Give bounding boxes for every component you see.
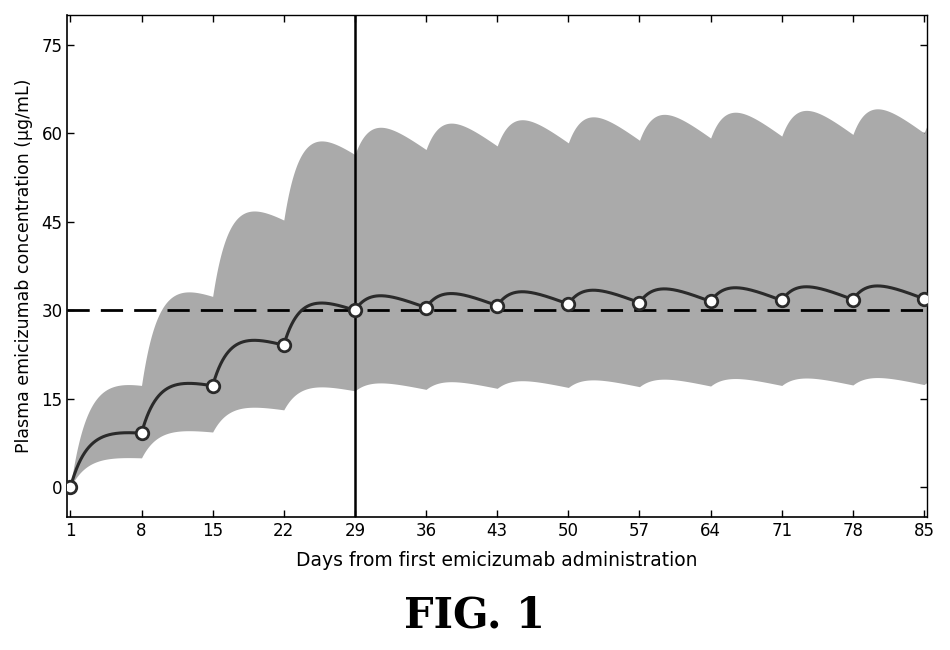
Text: FIG. 1: FIG. 1 bbox=[405, 595, 545, 637]
X-axis label: Days from first emicizumab administration: Days from first emicizumab administratio… bbox=[296, 551, 698, 570]
Y-axis label: Plasma emicizumab concentration (μg/mL): Plasma emicizumab concentration (μg/mL) bbox=[15, 79, 33, 453]
